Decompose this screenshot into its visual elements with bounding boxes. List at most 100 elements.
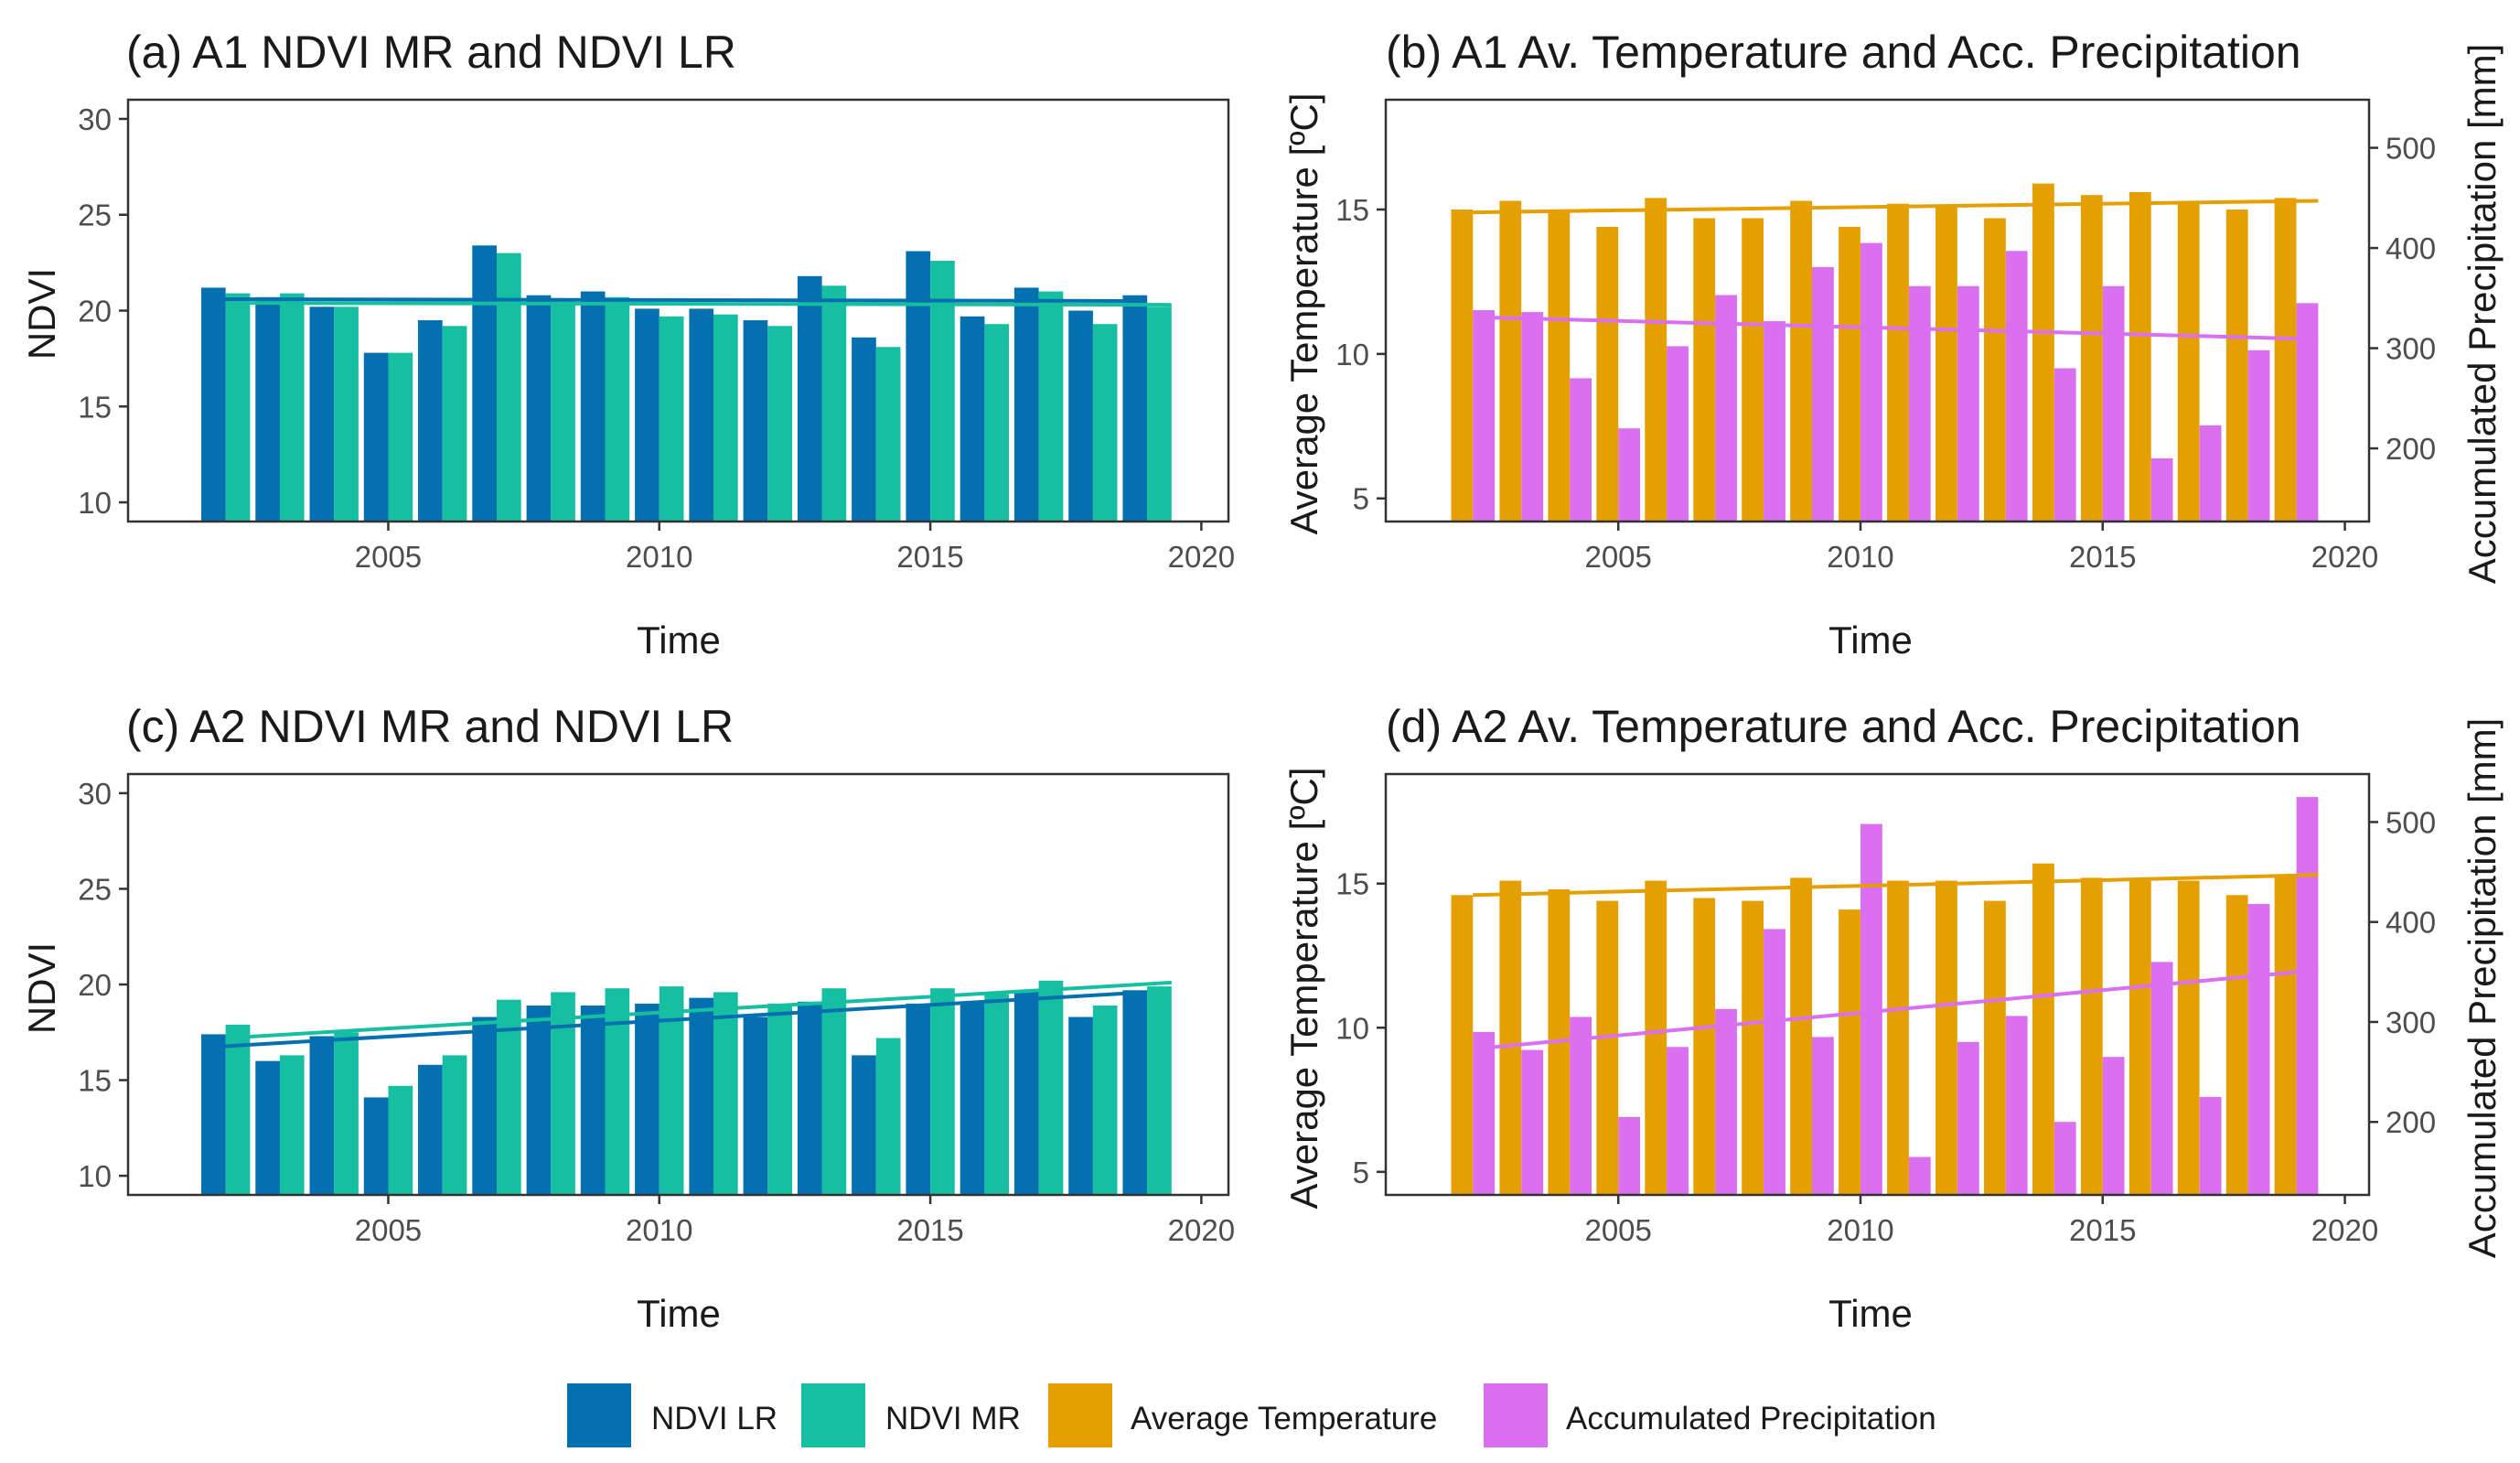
bar-c-ndvi_lr-2002 <box>201 1034 226 1195</box>
bar-b-temperature-2014 <box>2032 183 2054 522</box>
bar-c-ndvi_mr-2013 <box>821 988 847 1195</box>
bar-b-precipitation-2009 <box>1812 266 1834 522</box>
y-tick-label-a-30: 30 <box>78 102 112 136</box>
bar-d-precipitation-2002 <box>1473 1031 1496 1195</box>
panel-b-x-axis-title: Time <box>1828 619 1913 662</box>
bar-d-precipitation-2018 <box>2247 904 2270 1195</box>
bar-c-ndvi_lr-2003 <box>255 1060 280 1195</box>
bar-c-ndvi_lr-2004 <box>309 1036 335 1195</box>
bar-c-ndvi_mr-2010 <box>659 986 684 1195</box>
bar-d-precipitation-2007 <box>1715 1008 1737 1195</box>
bar-d-temperature-2015 <box>2080 877 2103 1195</box>
bar-a-ndvi_mr-2012 <box>767 326 792 522</box>
bar-b-precipitation-2015 <box>2102 285 2125 522</box>
x-tick-label-b-2020: 2020 <box>2311 540 2378 574</box>
bar-d-precipitation-2019 <box>2296 797 2319 1195</box>
bar-d-precipitation-2005 <box>1618 1116 1640 1195</box>
panel-d-y2-axis-title: Accumulated Precipitation [mm] <box>2461 718 2504 1259</box>
bar-a-ndvi_mr-2017 <box>1038 291 1064 522</box>
legend-swatch-ndvi-mr <box>801 1383 865 1447</box>
bar-a-ndvi_lr-2010 <box>635 308 659 522</box>
bar-b-precipitation-2016 <box>2150 458 2173 522</box>
bar-d-precipitation-2016 <box>2150 962 2173 1195</box>
y2-tick-label-b-200: 200 <box>2386 432 2436 466</box>
bar-a-ndvi_mr-2013 <box>821 285 847 522</box>
bar-d-temperature-2018 <box>2225 895 2248 1195</box>
bar-c-ndvi_lr-2008 <box>526 1006 552 1195</box>
bar-b-precipitation-2005 <box>1618 428 1640 522</box>
bar-b-temperature-2012 <box>1936 206 1957 522</box>
bar-b-precipitation-2012 <box>1957 285 1979 522</box>
bar-b-precipitation-2013 <box>2005 251 2028 522</box>
x-tick-label-d-2005: 2005 <box>1584 1213 1651 1247</box>
bar-b-temperature-2002 <box>1451 210 1474 522</box>
x-tick-label-a-2020: 2020 <box>1168 540 1235 574</box>
bar-a-ndvi_mr-2008 <box>551 301 575 522</box>
bar-b-precipitation-2017 <box>2199 425 2222 522</box>
y-tick-label-a-25: 25 <box>78 199 112 232</box>
legend: NDVI LR NDVI MR Average Temperature Accu… <box>567 1383 1936 1447</box>
bar-d-precipitation-2008 <box>1764 929 1785 1195</box>
panel-b-y2-axis-title: Accumulated Precipitation [mm] <box>2461 44 2504 585</box>
bar-c-ndvi_lr-2005 <box>363 1097 389 1195</box>
panel-a-x-axis-title: Time <box>637 619 721 662</box>
bar-c-ndvi_lr-2009 <box>580 1006 606 1195</box>
bar-d-temperature-2017 <box>2177 880 2200 1195</box>
bar-a-ndvi_lr-2011 <box>689 308 714 522</box>
bar-b-temperature-2015 <box>2080 195 2103 522</box>
bar-b-precipitation-2010 <box>1861 242 1882 522</box>
plot-frame-d <box>1384 772 2371 1197</box>
bar-d-temperature-2005 <box>1596 900 1619 1195</box>
panel-a-y-axis-title: NDVI <box>20 268 63 360</box>
trend-line-a-ndvi_mr <box>225 301 1172 307</box>
y-tick-label-a-20: 20 <box>78 295 112 328</box>
bar-d-temperature-2002 <box>1451 895 1474 1195</box>
legend-label-average-temperature: Average Temperature <box>1131 1401 1437 1436</box>
x-tick-label-b-2015: 2015 <box>2069 540 2136 574</box>
bar-a-ndvi_lr-2017 <box>1013 287 1039 522</box>
y2-tick-label-b-300: 300 <box>2386 332 2436 366</box>
trend-line-c-ndvi_mr <box>225 980 1172 1040</box>
legend-label-accumulated-precipitation: Accumulated Precipitation <box>1566 1401 1936 1436</box>
bar-d-temperature-2010 <box>1839 909 1861 1195</box>
bar-c-ndvi_mr-2019 <box>1147 986 1172 1195</box>
y-tick-label-d-15: 15 <box>1335 867 1369 901</box>
y-tick-label-b-15: 15 <box>1335 193 1369 227</box>
x-tick-label-b-2010: 2010 <box>1827 540 1893 574</box>
bar-a-ndvi_mr-2019 <box>1147 307 1172 522</box>
panel-d-plot: 2005 2010 2015 2020 5 10 15 200 300 400 500 <box>1335 772 2436 1247</box>
bar-a-ndvi_mr-2005 <box>388 352 413 522</box>
bar-c-ndvi_lr-2019 <box>1122 990 1148 1195</box>
x-tick-label-c-2010: 2010 <box>626 1213 692 1247</box>
x-tick-label-c-2005: 2005 <box>355 1213 422 1247</box>
x-tick-label-a-2010: 2010 <box>626 540 692 574</box>
bar-d-precipitation-2010 <box>1861 823 1882 1195</box>
panel-c: (c) A2 NDVI MR and NDVI LR NDVI Time 200… <box>20 701 1235 1335</box>
bar-a-ndvi_mr-2010 <box>659 316 684 522</box>
bar-b-precipitation-2004 <box>1570 378 1592 522</box>
bar-a-ndvi_lr-2012 <box>743 320 768 522</box>
bar-b-precipitation-2011 <box>1908 285 1931 522</box>
trend-line-d-precipitation <box>1473 968 2319 1051</box>
bar-d-precipitation-2004 <box>1570 1017 1592 1195</box>
bar-d-temperature-2011 <box>1887 880 1909 1195</box>
bar-c-ndvi_lr-2011 <box>689 997 714 1195</box>
legend-swatch-average-temperature <box>1048 1383 1112 1447</box>
panel-c-y-axis-title: NDVI <box>20 942 63 1034</box>
bar-c-ndvi_lr-2013 <box>797 1001 822 1195</box>
bar-c-ndvi_mr-2017 <box>1038 980 1064 1195</box>
panel-c-title: (c) A2 NDVI MR and NDVI LR <box>126 701 734 752</box>
legend-label-ndvi-lr: NDVI LR <box>651 1401 777 1436</box>
bar-c-ndvi_mr-2012 <box>767 1003 792 1195</box>
x-tick-label-b-2005: 2005 <box>1584 540 1651 574</box>
y-tick-label-c-30: 30 <box>78 777 112 811</box>
panel-c-x-axis-title: Time <box>637 1292 721 1335</box>
panel-d: (d) A2 Av. Temperature and Acc. Precipit… <box>1282 701 2504 1335</box>
panel-d-title: (d) A2 Av. Temperature and Acc. Precipit… <box>1386 701 2301 752</box>
bar-d-temperature-2013 <box>1984 900 2006 1195</box>
y-tick-label-c-15: 15 <box>78 1064 112 1098</box>
bar-c-ndvi_lr-2017 <box>1013 990 1039 1195</box>
bar-c-ndvi_lr-2010 <box>635 1003 659 1195</box>
bar-b-precipitation-2007 <box>1715 295 1737 522</box>
